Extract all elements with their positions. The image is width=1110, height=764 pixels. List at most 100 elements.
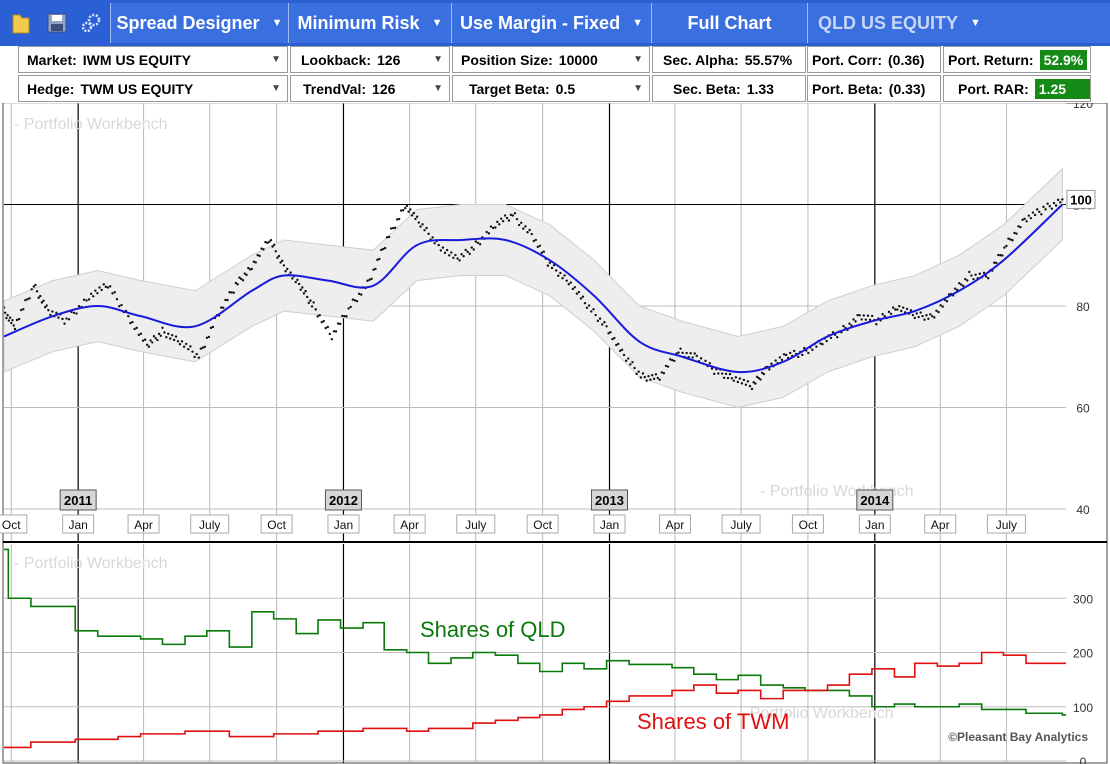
price-point — [282, 264, 286, 267]
month-tick-box — [0, 514, 28, 534]
price-point — [75, 312, 78, 315]
price-point — [174, 335, 178, 338]
price-point — [819, 342, 822, 345]
price-point — [664, 364, 668, 368]
price-point — [778, 356, 782, 359]
price-point — [534, 238, 537, 242]
price-point — [757, 376, 760, 380]
price-point — [1046, 202, 1049, 205]
spread-designer-button[interactable]: Spread Designer ▼ — [110, 3, 288, 43]
price-point — [654, 373, 658, 376]
price-point — [962, 284, 965, 288]
trend-band — [4, 167, 1063, 409]
price-point — [234, 281, 238, 285]
price-point — [501, 219, 505, 223]
price-point — [347, 307, 350, 310]
price-point — [7, 319, 11, 322]
settings-gears-icon[interactable] — [74, 3, 108, 43]
price-point — [205, 336, 209, 340]
month-tick-label: Apr — [931, 518, 950, 532]
price-point — [894, 308, 897, 311]
price-point — [842, 324, 845, 328]
price-point — [127, 314, 130, 318]
month-tick-label: Apr — [400, 518, 419, 532]
price-point — [866, 314, 870, 317]
price-point — [55, 311, 58, 315]
price-point — [34, 283, 37, 287]
price-point — [898, 305, 901, 308]
price-point — [151, 341, 154, 344]
price-point — [447, 254, 451, 257]
position-size-select[interactable]: Position Size: 10000 ▼ — [452, 46, 650, 73]
trendval-select[interactable]: TrendVal: 126 ▼ — [290, 75, 450, 102]
minimum-risk-button[interactable]: Minimum Risk ▼ — [288, 3, 451, 43]
price-point — [1015, 232, 1018, 235]
security-select[interactable]: QLD US EQUITY ▼ — [807, 3, 1110, 43]
price-point — [412, 211, 415, 215]
trendval-value: 126 — [372, 80, 396, 97]
year-marker-label: 2013 — [595, 493, 624, 508]
market-select[interactable]: Market: IWM US EQUITY ▼ — [18, 46, 288, 73]
price-point — [474, 240, 477, 243]
y-tick-label: 100 — [1073, 701, 1093, 715]
price-point — [575, 292, 579, 295]
price-point — [28, 297, 31, 300]
price-point — [641, 372, 645, 375]
lookback-select[interactable]: Lookback: 126 ▼ — [290, 46, 450, 73]
price-point — [61, 317, 64, 321]
y-tick-label: 60 — [1076, 402, 1090, 416]
price-point — [157, 332, 161, 336]
price-point — [695, 354, 698, 358]
price-point — [887, 310, 891, 314]
hedge-select[interactable]: Hedge: TWM US EQUITY ▼ — [18, 75, 288, 102]
price-point — [627, 357, 630, 360]
price-point — [1054, 204, 1058, 207]
price-point — [563, 274, 566, 277]
price-point — [470, 246, 473, 249]
price-point — [328, 332, 332, 336]
parameter-panel: Market: IWM US EQUITY ▼ Hedge: TWM US EQ… — [0, 46, 1110, 103]
price-point — [224, 298, 227, 302]
save-icon[interactable] — [40, 3, 74, 43]
price-point — [145, 343, 149, 346]
year-marker-box — [324, 489, 362, 511]
security-label: QLD US EQUITY — [818, 12, 959, 33]
folder-icon[interactable] — [4, 3, 38, 43]
sec-beta-value: 1.33 — [746, 80, 774, 97]
price-point — [590, 310, 593, 313]
year-marker-box — [856, 489, 894, 511]
price-point — [917, 315, 920, 319]
month-tick-box — [190, 514, 230, 534]
price-point — [419, 225, 422, 228]
use-margin-button[interactable]: Use Margin - Fixed ▼ — [451, 3, 651, 43]
price-point — [65, 317, 68, 320]
price-point — [170, 334, 174, 337]
price-point — [279, 261, 282, 264]
price-point — [649, 378, 652, 381]
price-point — [180, 340, 184, 343]
chevron-down-icon: ▼ — [433, 83, 443, 94]
price-point — [197, 356, 201, 359]
price-point — [1005, 244, 1008, 248]
twm-shares-line — [4, 651, 1066, 749]
target-beta-select[interactable]: Target Beta: 0.5 ▼ — [452, 75, 650, 102]
month-tick-box — [127, 514, 160, 534]
price-point — [807, 351, 810, 355]
price-point — [94, 289, 97, 292]
full-chart-button[interactable]: Full Chart — [651, 3, 807, 43]
price-point — [409, 208, 412, 211]
price-point — [909, 309, 913, 312]
price-point — [131, 320, 134, 324]
price-point — [546, 264, 550, 267]
price-point — [487, 232, 491, 235]
price-point — [178, 343, 182, 346]
lookback-label: Lookback: — [301, 51, 372, 68]
price-point — [357, 292, 361, 296]
price-point — [277, 254, 281, 258]
price-point — [732, 379, 736, 382]
price-point — [1029, 216, 1033, 220]
port-beta-field: Port. Beta: (0.33) — [807, 75, 941, 102]
legend-shares-qld: Shares of QLD — [420, 617, 566, 642]
price-point — [542, 250, 546, 253]
price-point — [89, 292, 93, 296]
